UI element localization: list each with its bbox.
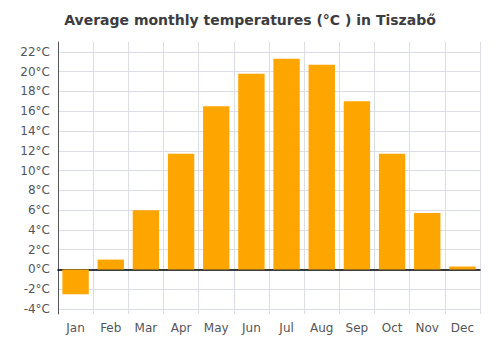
svg-text:8°C: 8°C — [28, 183, 50, 197]
svg-text:0°C: 0°C — [28, 262, 50, 276]
svg-text:Nov: Nov — [416, 321, 439, 335]
svg-text:Aug: Aug — [310, 321, 333, 335]
svg-text:10°C: 10°C — [20, 164, 50, 178]
svg-text:4°C: 4°C — [28, 223, 50, 237]
svg-text:12°C: 12°C — [20, 144, 50, 158]
svg-text:Mar: Mar — [135, 321, 158, 335]
svg-text:6°C: 6°C — [28, 203, 50, 217]
svg-text:Sep: Sep — [346, 321, 369, 335]
svg-text:Jul: Jul — [278, 321, 293, 335]
svg-text:22°C: 22°C — [20, 45, 50, 59]
svg-text:Oct: Oct — [382, 321, 403, 335]
svg-text:Apr: Apr — [171, 321, 192, 335]
svg-text:Jan: Jan — [65, 321, 85, 335]
svg-text:Dec: Dec — [451, 321, 474, 335]
svg-text:May: May — [204, 321, 229, 335]
svg-text:-2°C: -2°C — [24, 282, 50, 296]
svg-text:2°C: 2°C — [28, 243, 50, 257]
svg-text:Feb: Feb — [100, 321, 121, 335]
svg-text:Jun: Jun — [241, 321, 261, 335]
svg-text:14°C: 14°C — [20, 124, 50, 138]
svg-text:18°C: 18°C — [20, 84, 50, 98]
svg-text:Average monthly temperatures (: Average monthly temperatures (°C ) in Ti… — [64, 12, 436, 28]
svg-text:20°C: 20°C — [20, 65, 50, 79]
svg-text:16°C: 16°C — [20, 104, 50, 118]
svg-text:-4°C: -4°C — [24, 302, 50, 316]
